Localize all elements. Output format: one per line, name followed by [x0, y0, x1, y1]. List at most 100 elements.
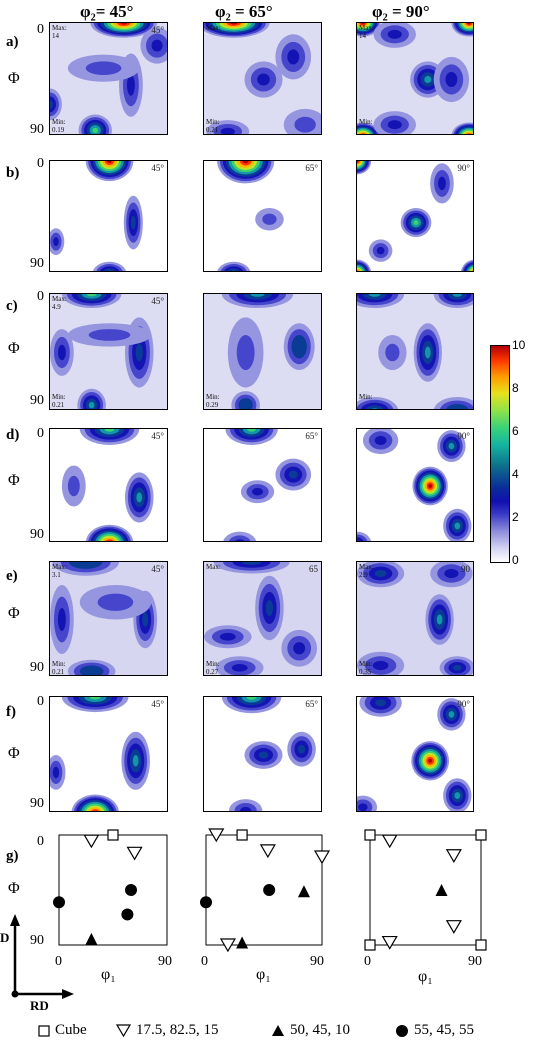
- row-label-d: d): [6, 427, 20, 443]
- odf-intensity-peak: [123, 195, 143, 250]
- odf-intensity-peak: [412, 466, 448, 506]
- phi2-angle-label: 45°: [151, 699, 164, 709]
- odf-intensity-peak: [255, 208, 284, 231]
- tick-90-f: 90: [30, 796, 44, 811]
- odf-intensity-peak: [79, 585, 152, 620]
- odf-intensity-peak: [67, 659, 116, 675]
- ideal-orientation-panel-phi2_90: [364, 829, 487, 951]
- odf-intensity-peak: [50, 755, 66, 790]
- odf-contour-map: [50, 429, 167, 541]
- odf-intensity-peak: [378, 334, 407, 371]
- min-value: 0.19: [52, 126, 65, 134]
- odf-section-e-phi2-45: Max: 3.1 Min: 0.21 45°: [49, 561, 168, 676]
- odf-intensity-peak: [433, 396, 473, 409]
- orientation-marker-open-triangle-down: [83, 834, 100, 849]
- odf-intensity-peak: [433, 56, 470, 103]
- odf-contour-map: [50, 294, 167, 409]
- odf-intensity-peak: [359, 697, 402, 717]
- tick-90-e: 90: [30, 660, 44, 675]
- odf-intensity-peak: [206, 120, 250, 134]
- g45-phi1-label: φ₁: [101, 966, 116, 983]
- min-value: 0.21: [52, 401, 65, 409]
- filled-circle-icon: [396, 1024, 408, 1037]
- odf-intensity-peak: [217, 261, 251, 271]
- orientation-marker-open-triangle-down: [313, 850, 331, 865]
- tick-0-f: 0: [37, 694, 44, 709]
- orientation-marker-filled-circle: [53, 896, 65, 909]
- ideal-orientation-panel-phi2_65: [200, 828, 331, 953]
- odf-contour-map: [50, 161, 167, 271]
- orientation-marker-open-triangle-down: [445, 849, 462, 863]
- odf-intensity-peak: [50, 228, 65, 256]
- colorbar-tick-4: 4: [512, 467, 519, 481]
- odf-section-f-phi2-45: 45°: [49, 696, 168, 812]
- ideal-orientation-panel-phi2_45: [53, 829, 168, 946]
- max-label: Max:: [359, 563, 374, 571]
- odf-contour-map: [204, 429, 321, 541]
- orientation-marker-open-square: [475, 939, 487, 951]
- colorbar-tick-0: 0: [512, 553, 519, 567]
- orientation-marker-filled-triangle-up: [236, 936, 249, 949]
- phi-axis-label-g: Φ: [8, 880, 20, 897]
- odf-intensity-peak: [425, 594, 454, 645]
- g45-x-tick-0: 0: [55, 954, 62, 969]
- phi2-angle-label: 90°: [457, 163, 470, 173]
- min-label: Min:: [359, 660, 373, 668]
- min-value: 0.21: [206, 126, 219, 134]
- phi2-angle-label: 90°: [457, 431, 470, 441]
- max-value: 4.9: [52, 303, 61, 311]
- odf-section-c-phi2-90: Min:: [356, 293, 474, 410]
- min-label: Min:: [52, 660, 66, 668]
- odf-section-d-phi2-90: 90°: [356, 428, 474, 542]
- phi2-angle-label: 45°: [151, 163, 164, 173]
- column-header-phi2-90: φ₂ = 90°: [372, 2, 430, 21]
- max-value: 2.9: [359, 571, 368, 579]
- odf-section-a-phi2-65: Max: Min: 0.21: [203, 22, 322, 135]
- orientation-marker-open-triangle-down: [219, 938, 236, 953]
- phi-axis-label-d: Φ: [8, 472, 20, 489]
- odf-intensity-peak: [228, 799, 263, 811]
- g65-x-tick-90: 90: [310, 954, 324, 969]
- colorbar-tick-2: 2: [512, 510, 519, 524]
- phi2-angle-label: 45°: [151, 564, 164, 574]
- phi2-angle-label: 45°: [151, 296, 164, 306]
- odf-intensity-peak: [373, 23, 416, 48]
- odf-section-e-phi2-90: Max: 2.9 Min: 0.35 90: [356, 561, 474, 676]
- min-label: Min:: [52, 393, 66, 401]
- phi2-angle-label: 65°: [305, 431, 318, 441]
- tick-90-a: 90: [30, 122, 44, 137]
- phi2-angle-label: 90: [461, 564, 470, 574]
- max-value: 3.1: [52, 571, 61, 579]
- odf-intensity-peak: [357, 23, 381, 37]
- odf-intensity-peak: [52, 562, 120, 576]
- odf-section-c-phi2-65: Min: 0.29: [203, 293, 322, 410]
- odf-contour-map: [357, 161, 473, 271]
- orientation-marker-filled-circle: [121, 908, 134, 921]
- odf-section-e-phi2-65: Max: Min: 0.27 65: [203, 561, 322, 676]
- odf-section-d-phi2-65: 65°: [203, 428, 322, 542]
- orientation-marker-filled-circle: [125, 884, 137, 896]
- odf-intensity-peak: [362, 429, 399, 455]
- phi2-angle-label: 45°: [151, 431, 164, 441]
- odf-intensity-peak: [50, 329, 74, 376]
- odf-intensity-peak: [451, 122, 473, 134]
- filled-triangle-up-icon: [272, 1025, 284, 1037]
- odf-intensity-peak: [283, 108, 321, 134]
- odf-intensity-peak: [67, 323, 152, 347]
- odf-contour-map: [50, 23, 167, 134]
- odf-intensity-peak: [368, 239, 393, 262]
- orientation-marker-filled-circle: [263, 884, 276, 896]
- orientation-marker-filled-triangle-up: [297, 885, 310, 898]
- odf-intensity-peak: [357, 259, 371, 271]
- odf-intensity-peak: [430, 163, 454, 204]
- panel-frame: [205, 834, 323, 946]
- odf-section-a-phi2-45: Max: 14 Min: 0.19 45°: [49, 22, 168, 135]
- row-label-c: c): [6, 298, 18, 314]
- odf-contour-map: [357, 562, 473, 675]
- max-value: 14: [52, 32, 59, 40]
- odf-contour-map: [357, 697, 473, 811]
- odf-intensity-peak: [78, 114, 112, 134]
- odf-intensity-peak: [437, 430, 466, 463]
- odf-section-b-phi2-65: 65°: [203, 160, 322, 272]
- phi-axis-label-a: Φ: [8, 70, 20, 87]
